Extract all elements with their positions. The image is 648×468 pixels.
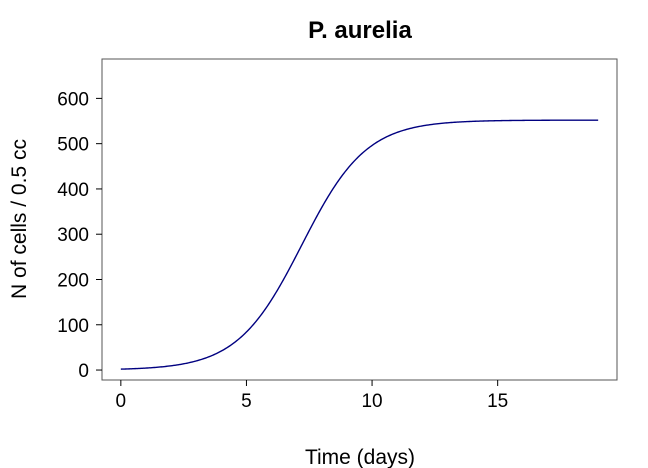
y-tick-label: 500 (57, 135, 89, 156)
y-tick-label: 200 (57, 270, 89, 291)
x-tick-label: 0 (116, 391, 127, 412)
y-tick-label: 0 (78, 361, 89, 382)
chart-title: P. aurelia (308, 17, 412, 44)
x-tick-label: 15 (487, 391, 508, 412)
y-axis: 0 100 200 300 400 500 600 (57, 89, 102, 382)
y-tick-label: 600 (57, 89, 89, 110)
x-axis: 0 5 10 15 (116, 380, 508, 412)
y-tick-label: 300 (57, 225, 89, 246)
series-line (120, 119, 599, 370)
y-tick-label: 400 (57, 180, 89, 201)
x-tick-label: 10 (361, 391, 382, 412)
x-axis-label: Time (days) (305, 446, 415, 468)
x-tick-label: 5 (241, 391, 252, 412)
y-axis-label: N of cells / 0.5 cc (8, 139, 31, 299)
y-tick-label: 100 (57, 316, 89, 337)
plot-frame (101, 58, 618, 381)
